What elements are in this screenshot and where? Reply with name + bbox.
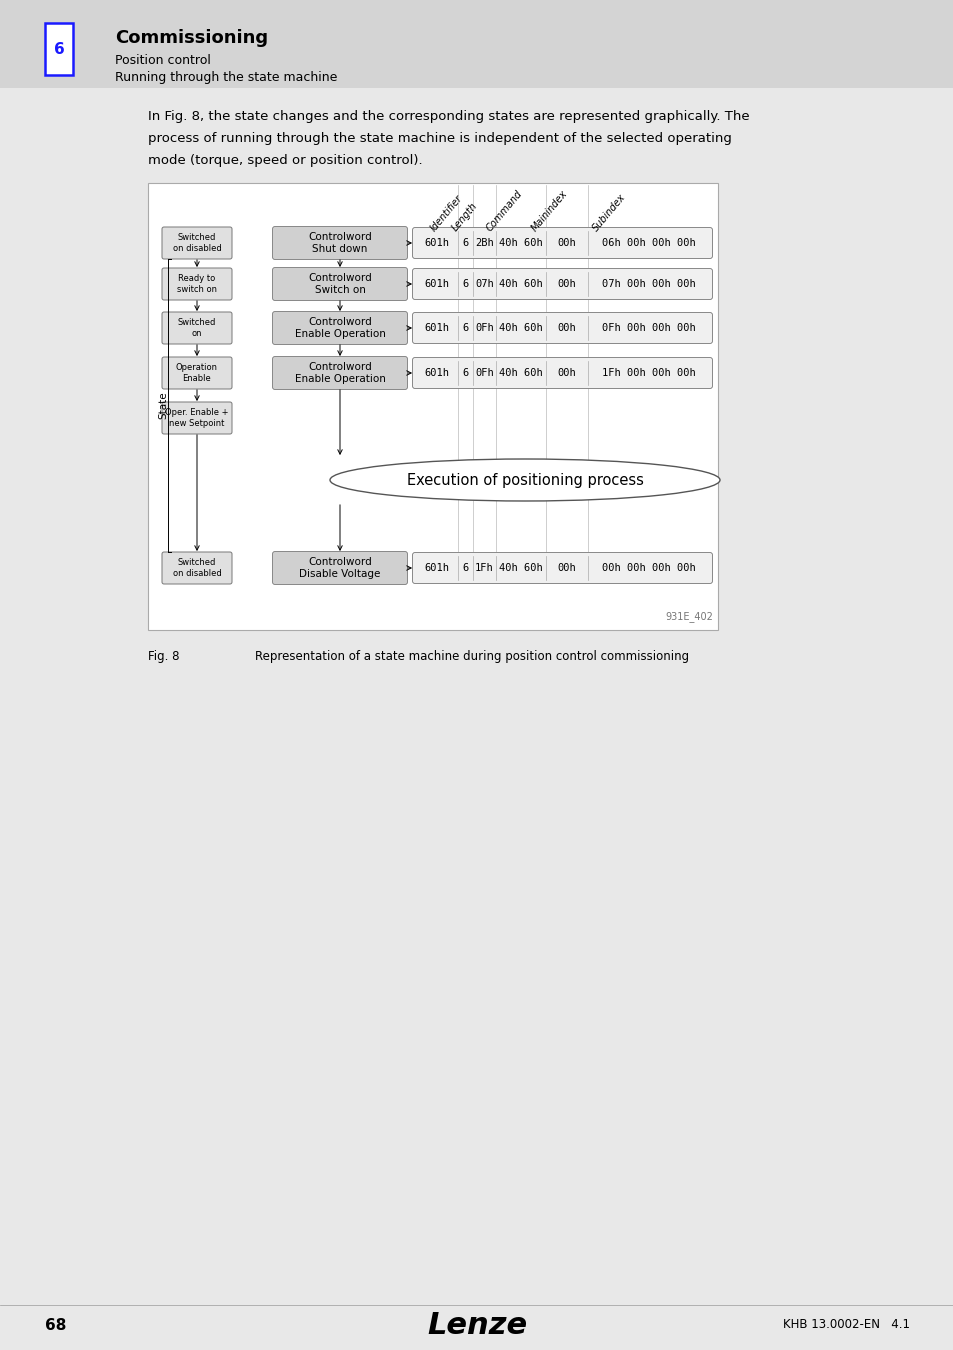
Text: 601h: 601h bbox=[423, 323, 449, 333]
Text: 6: 6 bbox=[461, 323, 468, 333]
FancyBboxPatch shape bbox=[162, 402, 232, 433]
Text: 1Fh 00h 00h 00h: 1Fh 00h 00h 00h bbox=[601, 369, 695, 378]
Text: 6: 6 bbox=[461, 369, 468, 378]
Text: Controlword
Disable Voltage: Controlword Disable Voltage bbox=[299, 558, 380, 579]
Text: Mainindex: Mainindex bbox=[529, 188, 569, 234]
Text: Controlword
Enable Operation: Controlword Enable Operation bbox=[294, 362, 385, 383]
Text: Representation of a state machine during position control commissioning: Representation of a state machine during… bbox=[254, 649, 688, 663]
Text: 06h 00h 00h 00h: 06h 00h 00h 00h bbox=[601, 238, 695, 248]
Text: Switched
on disabled: Switched on disabled bbox=[172, 234, 221, 252]
Text: Lenze: Lenze bbox=[427, 1311, 526, 1339]
Text: 601h: 601h bbox=[423, 279, 449, 289]
Text: Oper. Enable +
new Setpoint: Oper. Enable + new Setpoint bbox=[165, 408, 229, 428]
Text: KHB 13.0002-EN   4.1: KHB 13.0002-EN 4.1 bbox=[782, 1319, 909, 1331]
Text: Controlword
Switch on: Controlword Switch on bbox=[308, 273, 372, 294]
Text: Identifier: Identifier bbox=[428, 193, 464, 234]
FancyBboxPatch shape bbox=[162, 552, 232, 585]
Text: State: State bbox=[158, 392, 168, 420]
Text: 40h 60h: 40h 60h bbox=[498, 238, 542, 248]
Text: 601h: 601h bbox=[423, 563, 449, 572]
FancyBboxPatch shape bbox=[162, 356, 232, 389]
Text: Running through the state machine: Running through the state machine bbox=[115, 70, 337, 84]
Bar bbox=[0, 0, 953, 88]
Text: mode (torque, speed or position control).: mode (torque, speed or position control)… bbox=[148, 154, 422, 167]
Text: 00h: 00h bbox=[557, 323, 576, 333]
Text: 68: 68 bbox=[45, 1318, 67, 1332]
Text: 6: 6 bbox=[461, 279, 468, 289]
Text: Controlword
Shut down: Controlword Shut down bbox=[308, 232, 372, 254]
FancyBboxPatch shape bbox=[162, 312, 232, 344]
Text: 40h 60h: 40h 60h bbox=[498, 369, 542, 378]
Text: 0Fh: 0Fh bbox=[475, 369, 494, 378]
Text: process of running through the state machine is independent of the selected oper: process of running through the state mac… bbox=[148, 132, 731, 144]
Text: Controlword
Enable Operation: Controlword Enable Operation bbox=[294, 317, 385, 339]
Text: 40h 60h: 40h 60h bbox=[498, 279, 542, 289]
Text: Ready to
switch on: Ready to switch on bbox=[177, 274, 216, 294]
FancyBboxPatch shape bbox=[148, 184, 718, 630]
Text: 0Fh: 0Fh bbox=[475, 323, 494, 333]
FancyBboxPatch shape bbox=[412, 269, 712, 300]
FancyBboxPatch shape bbox=[412, 228, 712, 258]
Text: 0Fh 00h 00h 00h: 0Fh 00h 00h 00h bbox=[601, 323, 695, 333]
Text: Execution of positioning process: Execution of positioning process bbox=[406, 472, 642, 487]
Text: 6: 6 bbox=[461, 563, 468, 572]
Text: Fig. 8: Fig. 8 bbox=[148, 649, 179, 663]
FancyBboxPatch shape bbox=[162, 269, 232, 300]
Text: 00h 00h 00h 00h: 00h 00h 00h 00h bbox=[601, 563, 695, 572]
Text: 6: 6 bbox=[461, 238, 468, 248]
FancyBboxPatch shape bbox=[273, 312, 407, 344]
Text: Switched
on disabled: Switched on disabled bbox=[172, 559, 221, 578]
Text: 6: 6 bbox=[53, 42, 64, 57]
Text: Position control: Position control bbox=[115, 54, 211, 66]
Text: 00h: 00h bbox=[557, 279, 576, 289]
FancyBboxPatch shape bbox=[162, 227, 232, 259]
Text: 2Bh: 2Bh bbox=[475, 238, 494, 248]
Text: Command: Command bbox=[484, 188, 523, 234]
Text: 00h: 00h bbox=[557, 238, 576, 248]
Text: Length: Length bbox=[450, 201, 479, 234]
FancyBboxPatch shape bbox=[273, 227, 407, 259]
Text: 601h: 601h bbox=[423, 238, 449, 248]
Text: 00h: 00h bbox=[557, 563, 576, 572]
Text: In Fig. 8, the state changes and the corresponding states are represented graphi: In Fig. 8, the state changes and the cor… bbox=[148, 109, 749, 123]
FancyBboxPatch shape bbox=[412, 552, 712, 583]
Text: Subindex: Subindex bbox=[590, 192, 626, 234]
Text: 1Fh: 1Fh bbox=[475, 563, 494, 572]
Text: 00h: 00h bbox=[557, 369, 576, 378]
Text: 40h 60h: 40h 60h bbox=[498, 563, 542, 572]
FancyBboxPatch shape bbox=[412, 358, 712, 389]
FancyBboxPatch shape bbox=[273, 356, 407, 390]
Text: Operation
Enable: Operation Enable bbox=[175, 363, 218, 382]
Text: 40h 60h: 40h 60h bbox=[498, 323, 542, 333]
FancyBboxPatch shape bbox=[412, 312, 712, 343]
Text: 931E_402: 931E_402 bbox=[664, 612, 712, 622]
Text: Switched
on: Switched on bbox=[177, 319, 216, 338]
Ellipse shape bbox=[330, 459, 720, 501]
FancyBboxPatch shape bbox=[273, 552, 407, 585]
FancyBboxPatch shape bbox=[273, 267, 407, 301]
Text: 601h: 601h bbox=[423, 369, 449, 378]
FancyBboxPatch shape bbox=[45, 23, 73, 76]
Text: Commissioning: Commissioning bbox=[115, 28, 268, 47]
Text: 07h: 07h bbox=[475, 279, 494, 289]
Text: 07h 00h 00h 00h: 07h 00h 00h 00h bbox=[601, 279, 695, 289]
